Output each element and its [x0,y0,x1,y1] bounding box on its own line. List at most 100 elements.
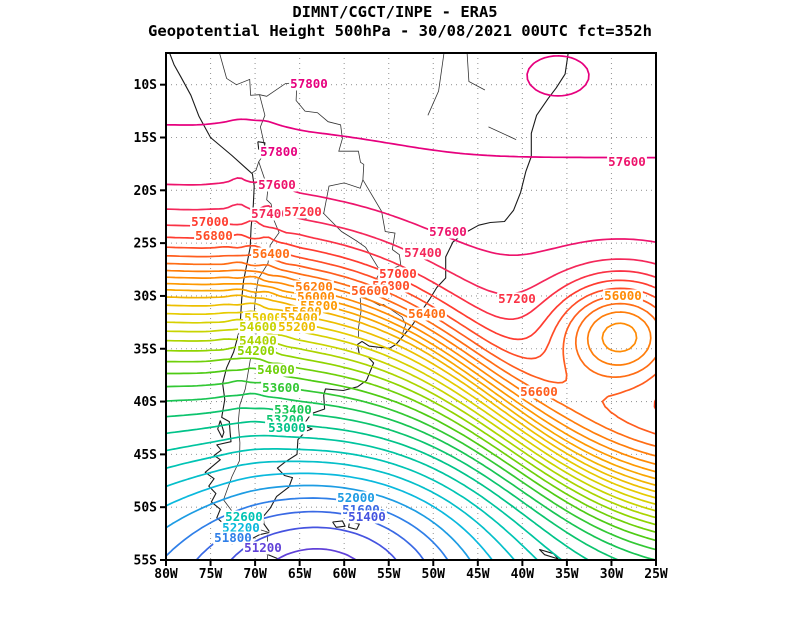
plot-frame [165,52,657,561]
y-axis-tick-label: 25S [134,237,158,252]
contour-label: 56800 [195,228,233,243]
contour-label-mask [213,531,253,545]
y-axis-tick-label: 30S [134,289,158,304]
contour-label: 57800 [260,144,298,159]
contour-label-mask [336,491,376,505]
contour-label: 54600 [239,319,277,334]
contour-label: 53400 [274,402,312,417]
x-axis-tick-label: 25W [644,567,668,582]
contour-label-mask [259,145,299,159]
x-axis-tick-label: 35W [555,567,579,582]
contour-level-54200 [166,346,656,526]
map-title: DIMNT/CGCT/INPE - ERA5 [292,3,497,21]
contour-label: 53000 [268,420,306,435]
contour-label-mask [224,510,264,524]
y-axis-tick-label: 20S [134,184,158,199]
contour-label-mask [497,292,537,306]
contour-label: 54200 [237,343,275,358]
y-axis-tick-label: 55S [134,554,158,569]
contour-label: 52600 [225,509,263,524]
contour-label-mask [238,320,278,334]
contour-label: 52200 [222,520,260,535]
contour-label: 51200 [244,540,282,555]
graticule [166,53,656,560]
contour-label-mask [238,334,278,348]
contour-label-mask [603,289,643,303]
contour-level-53400 [166,392,656,560]
y-axis-tick-label: 40S [134,395,158,410]
x-axis-tick-label: 30W [600,567,624,582]
contour-label-mask [243,541,283,555]
contour-label: 52000 [337,490,375,505]
contour-label-mask [403,246,443,260]
contour-label-mask [294,280,334,294]
contour-label: 57600 [608,154,646,169]
contour-label-mask [277,320,317,334]
contour-label-mask [267,421,307,435]
contour-label-mask [428,225,468,239]
contour-label: 51800 [214,530,252,545]
y-axis-tick-label: 10S [134,78,158,93]
contour-lines [166,54,656,560]
contour-label-mask [221,521,261,535]
x-axis-tick-label: 50W [422,567,446,582]
x-axis-tick-label: 40W [511,567,535,582]
contour-level-52200 [166,472,494,560]
contour-label: 57800 [290,76,328,91]
contour-label: 57600 [258,177,296,192]
contour-label-mask [256,363,296,377]
contour-label: 57400 [251,206,289,221]
y-axis-tick-label: 35S [134,342,158,357]
x-axis-tick-label: 70W [243,567,267,582]
y-axis-tick-label: 15S [134,131,158,146]
contour-label-mask [607,155,647,169]
x-axis-tick-label: 45W [466,567,490,582]
contour-label-mask [347,510,387,524]
x-axis-tick-label: 60W [332,567,356,582]
contour-label: 56400 [408,306,446,321]
y-axis-tick-label: 45S [134,448,158,463]
contour-label: 54000 [257,362,295,377]
contour-label: 57000 [379,266,417,281]
x-axis-tick-label: 65W [288,567,312,582]
x-axis-tick-label: 55W [377,567,401,582]
contour-label-mask [251,247,291,261]
contour-label: 57600 [429,224,467,239]
contour-level-51400 [230,526,398,560]
contour-label: 56400 [252,246,290,261]
contour-label: 57200 [498,291,536,306]
contour-label-mask [519,385,559,399]
contour-label: 51400 [348,509,386,524]
contour-level-52000 [166,484,472,560]
contour-level-55600 [166,288,656,480]
contour-label-mask [261,381,301,395]
contour-labels: 5780057800576005740057200570005680056400… [190,76,647,555]
contour-label: 57200 [284,204,322,219]
contour-label: 56600 [520,384,558,399]
contour-label-mask [236,344,276,358]
contour-label-mask [350,284,390,298]
contour-label: 53600 [262,380,300,395]
contour-level-53800 [166,367,656,542]
contour-label-mask [289,77,329,91]
x-axis-tick-label: 80W [154,567,178,582]
contour-label: 55200 [278,319,316,334]
contour-label: 54400 [239,333,277,348]
contour-label: 57400 [404,245,442,260]
contour-label-mask [378,267,418,281]
contour-label-mask [283,205,323,219]
contour-label-mask [273,403,313,417]
contour-label-mask [194,229,234,243]
contour-label-mask [250,207,290,221]
contour-label: 56000 [604,288,642,303]
axes: 80W 75W 70W 65W 60W 55W 50W 45W 40W 35W 30W 25W 10S 1… [134,78,668,582]
contour-level-56800 [166,244,656,411]
contour-level-52600 [166,448,539,560]
contour-label-mask [257,178,297,192]
contour-level-52800 [166,434,563,560]
contour-level-57800 [166,54,656,159]
contour-label-mask [190,215,230,229]
contour-level-52400 [166,460,516,560]
